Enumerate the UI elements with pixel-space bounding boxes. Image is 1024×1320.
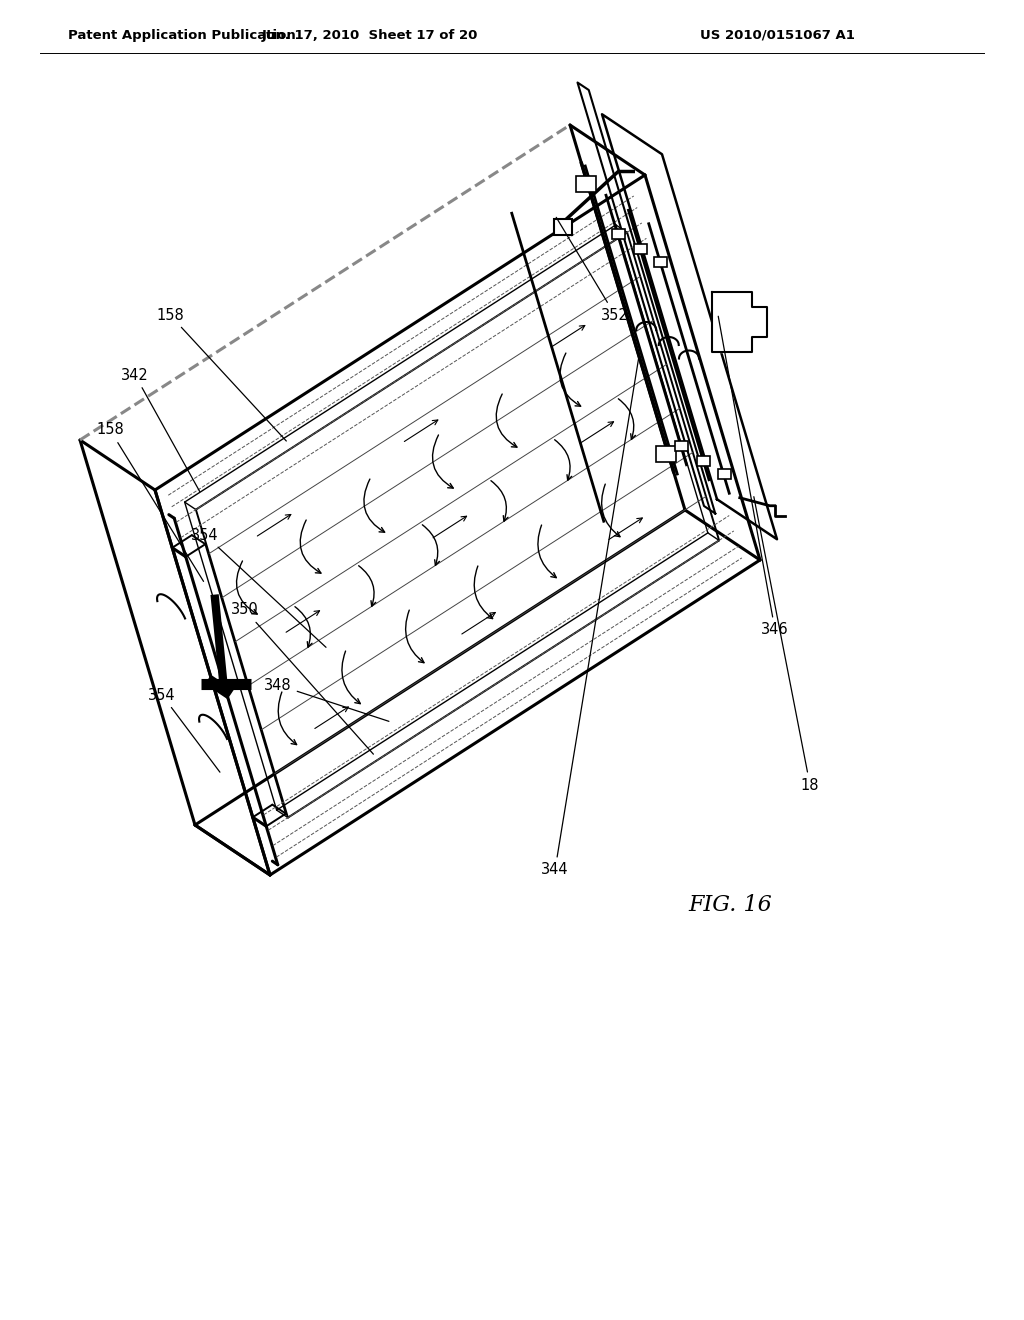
Text: 354: 354 [148, 688, 220, 772]
Text: Jun. 17, 2010  Sheet 17 of 20: Jun. 17, 2010 Sheet 17 of 20 [262, 29, 478, 41]
Text: 352: 352 [556, 218, 629, 322]
Text: 158: 158 [96, 422, 204, 581]
Bar [611, 228, 625, 239]
Text: Patent Application Publication: Patent Application Publication [68, 29, 296, 41]
Bar [718, 469, 730, 479]
Text: 348: 348 [264, 677, 389, 721]
Bar [654, 257, 668, 267]
Text: 344: 344 [542, 359, 639, 878]
Bar [675, 441, 688, 450]
Text: US 2010/0151067 A1: US 2010/0151067 A1 [700, 29, 855, 41]
Bar [634, 244, 647, 253]
Text: FIG. 16: FIG. 16 [688, 894, 772, 916]
Bar [575, 177, 596, 193]
Text: 354: 354 [191, 528, 326, 647]
Text: 350: 350 [231, 602, 374, 754]
Text: 18: 18 [754, 496, 819, 792]
Bar [554, 219, 572, 235]
Text: 158: 158 [156, 308, 287, 441]
Polygon shape [712, 292, 767, 352]
Text: 342: 342 [121, 367, 200, 491]
Bar [697, 455, 711, 466]
Text: 346: 346 [718, 317, 788, 638]
Bar [656, 446, 676, 462]
